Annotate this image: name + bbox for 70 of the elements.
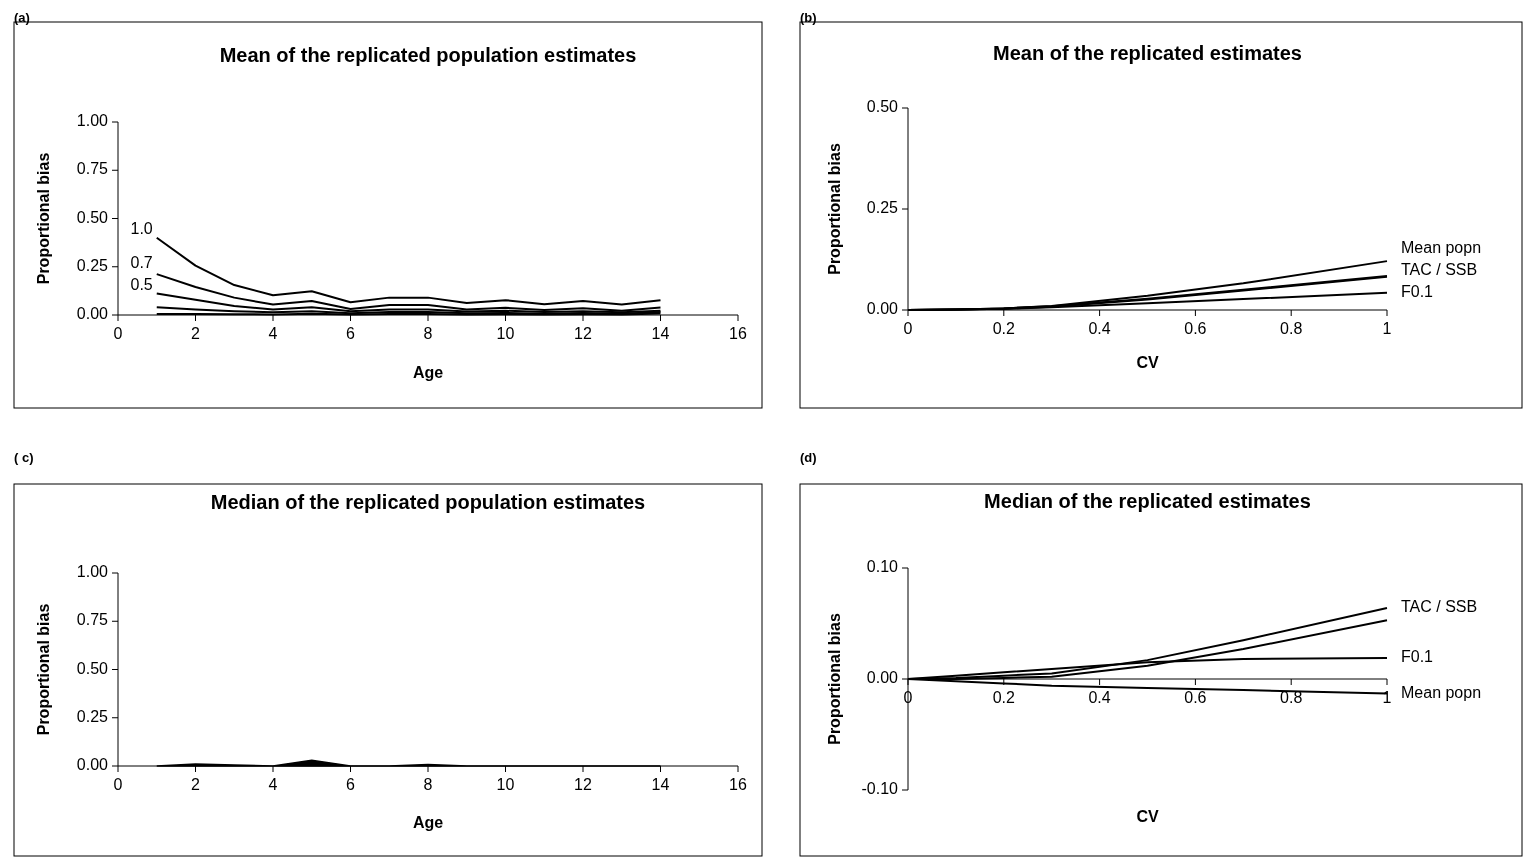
y-tick-label: 0.50 [76,208,109,226]
x-tick-label: 2 [191,325,201,342]
series-label: 0.5 [130,275,153,293]
y-tick-label: 0.50 [76,659,109,677]
x-tick-label: 0.2 [992,689,1016,706]
x-tick-label: 12 [574,776,592,793]
x-tick-label: 6 [346,776,356,793]
x-tick-label: 2 [191,776,201,793]
x-tick-label: 0.6 [1184,689,1207,706]
chart-title: Mean of the replicated population estimates [219,44,637,66]
text: (a) [14,9,30,25]
x-tick-label: 0 [113,776,123,793]
series-label: Mean popn [1401,683,1482,701]
y-tick-label: 0.25 [76,707,109,725]
text: ( c) [14,449,34,465]
series-label: 1.0 [130,220,153,238]
y-axis-title: Proportional bias [35,152,53,285]
x-tick-label: 0.4 [1088,689,1111,706]
x-tick-label: 8 [423,776,433,793]
x-tick-label: 8 [423,325,433,342]
y-axis-title: Proportional bias [826,143,844,275]
x-tick-label: 12 [574,325,592,342]
text: (b) [800,9,817,25]
x-tick-label: 0.6 [1184,320,1207,337]
x-tick-label: 0 [903,320,913,337]
chart-title: Median of the replicated estimates [984,490,1311,512]
y-tick-label: -0.10 [861,780,899,798]
x-axis-title: Age [412,814,444,831]
x-tick-label: 0.4 [1088,320,1111,337]
x-tick-label: 0.8 [1280,320,1303,337]
y-tick-label: 0.75 [76,160,109,178]
chart-title: Median of the replicated population estimates [210,491,646,513]
x-tick-label: 1 [1382,320,1392,337]
x-tick-label: 0 [113,325,123,342]
x-tick-label: 1 [1382,689,1392,706]
series-label: F0.1 [1401,648,1434,666]
x-tick-label: 4 [268,325,278,342]
x-tick-label: 0 [903,689,913,706]
y-tick-label: 1.00 [76,563,109,581]
y-axis-title: Proportional bias [826,613,844,745]
y-tick-label: 0.00 [76,305,109,323]
y-tick-label: 0.00 [866,300,899,318]
x-tick-label: 16 [729,325,747,342]
x-axis-title: Age [412,364,444,381]
y-tick-label: 0.00 [76,756,109,774]
y-tick-label: 0.75 [76,611,109,629]
series-label: F0.1 [1401,282,1434,300]
series-label: 0.7 [130,253,153,271]
series-label: Mean popn [1401,238,1482,256]
chart-title: Mean of the replicated estimates [993,42,1302,64]
y-tick-label: 0.25 [76,256,109,274]
x-tick-label: 10 [496,776,515,793]
x-tick-label: 6 [346,325,356,342]
x-tick-label: 16 [729,776,747,793]
text: (d) [800,449,817,465]
x-axis-title: CV [1136,354,1159,371]
y-axis-title: Proportional bias [35,603,53,736]
x-tick-label: 10 [496,325,515,342]
y-tick-label: 0.10 [866,558,899,576]
series-label: TAC / SSB [1401,260,1478,278]
x-tick-label: 4 [268,776,278,793]
y-tick-label: 0.00 [866,669,899,687]
y-tick-label: 0.50 [866,98,899,116]
x-tick-label: 14 [651,776,670,793]
x-axis-title: CV [1136,808,1159,825]
x-tick-label: 0.2 [992,320,1016,337]
y-tick-label: 0.25 [866,199,899,217]
series-label: TAC / SSB [1401,598,1478,616]
x-tick-label: 14 [651,325,670,342]
y-tick-label: 1.00 [76,112,109,130]
